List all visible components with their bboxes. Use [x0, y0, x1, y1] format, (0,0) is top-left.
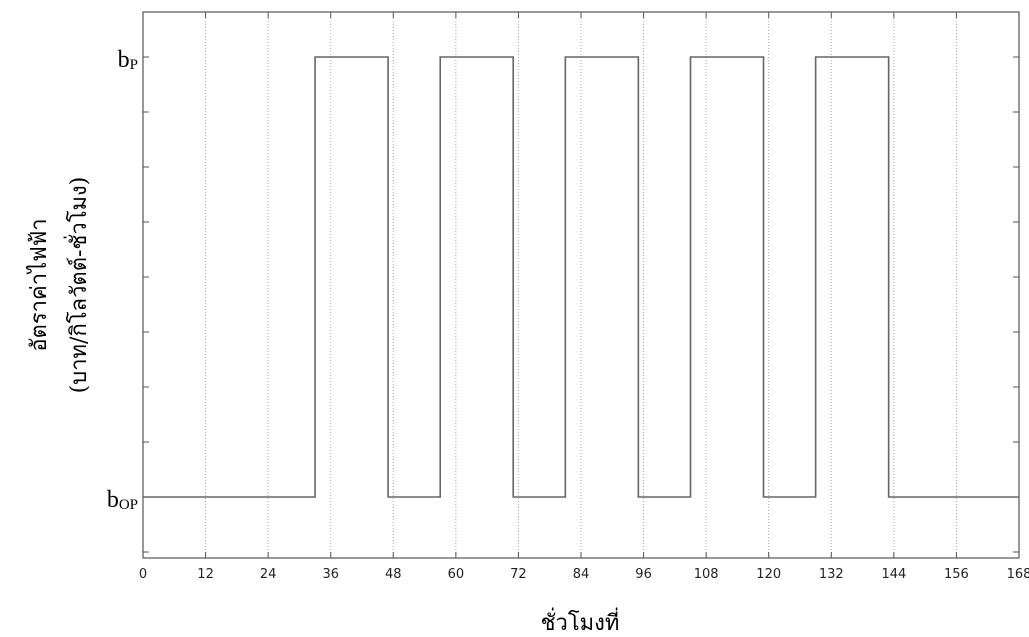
level-base: b [118, 47, 130, 73]
x-axis-title: ชั่วโมงที่ [541, 607, 620, 636]
y-axis-title-line-2: (บาท/กิโลวัตต์-ชั่วโมง) [63, 177, 92, 394]
x-tick-label: 12 [197, 567, 214, 582]
y-axis-title-line-1: อัตราค่าไฟฟ้า [26, 218, 52, 351]
level-base: b [107, 487, 119, 513]
axis-ticks: 0 12 24 36 48 60 72 84 96 108 120 132 144 156 168 [139, 12, 1029, 582]
x-tick-label: 144 [881, 567, 906, 582]
x-tick-label: 0 [139, 567, 147, 582]
x-tick-label: 84 [573, 567, 590, 582]
level-subscript: P [130, 57, 138, 73]
y-level-label-peak: bP [118, 47, 138, 73]
x-tick-label: 168 [1007, 567, 1029, 582]
x-tick-label: 36 [322, 567, 339, 582]
x-tick-label: 24 [260, 567, 277, 582]
series-layer [143, 56, 1019, 498]
x-tick-label: 60 [448, 567, 465, 582]
x-tick-label: 132 [819, 567, 844, 582]
x-tick-label: 72 [510, 567, 527, 582]
grid-lines [205, 12, 957, 558]
x-tick-label: 120 [756, 567, 781, 582]
x-tick-label: 108 [694, 567, 719, 582]
x-tick-label: 96 [635, 567, 652, 582]
x-tick-label: 48 [385, 567, 402, 582]
x-tick-label: 156 [944, 567, 969, 582]
level-subscript: OP [119, 497, 138, 513]
series-line-0 [143, 56, 1019, 498]
y-level-label-off-peak: bOP [107, 487, 138, 513]
